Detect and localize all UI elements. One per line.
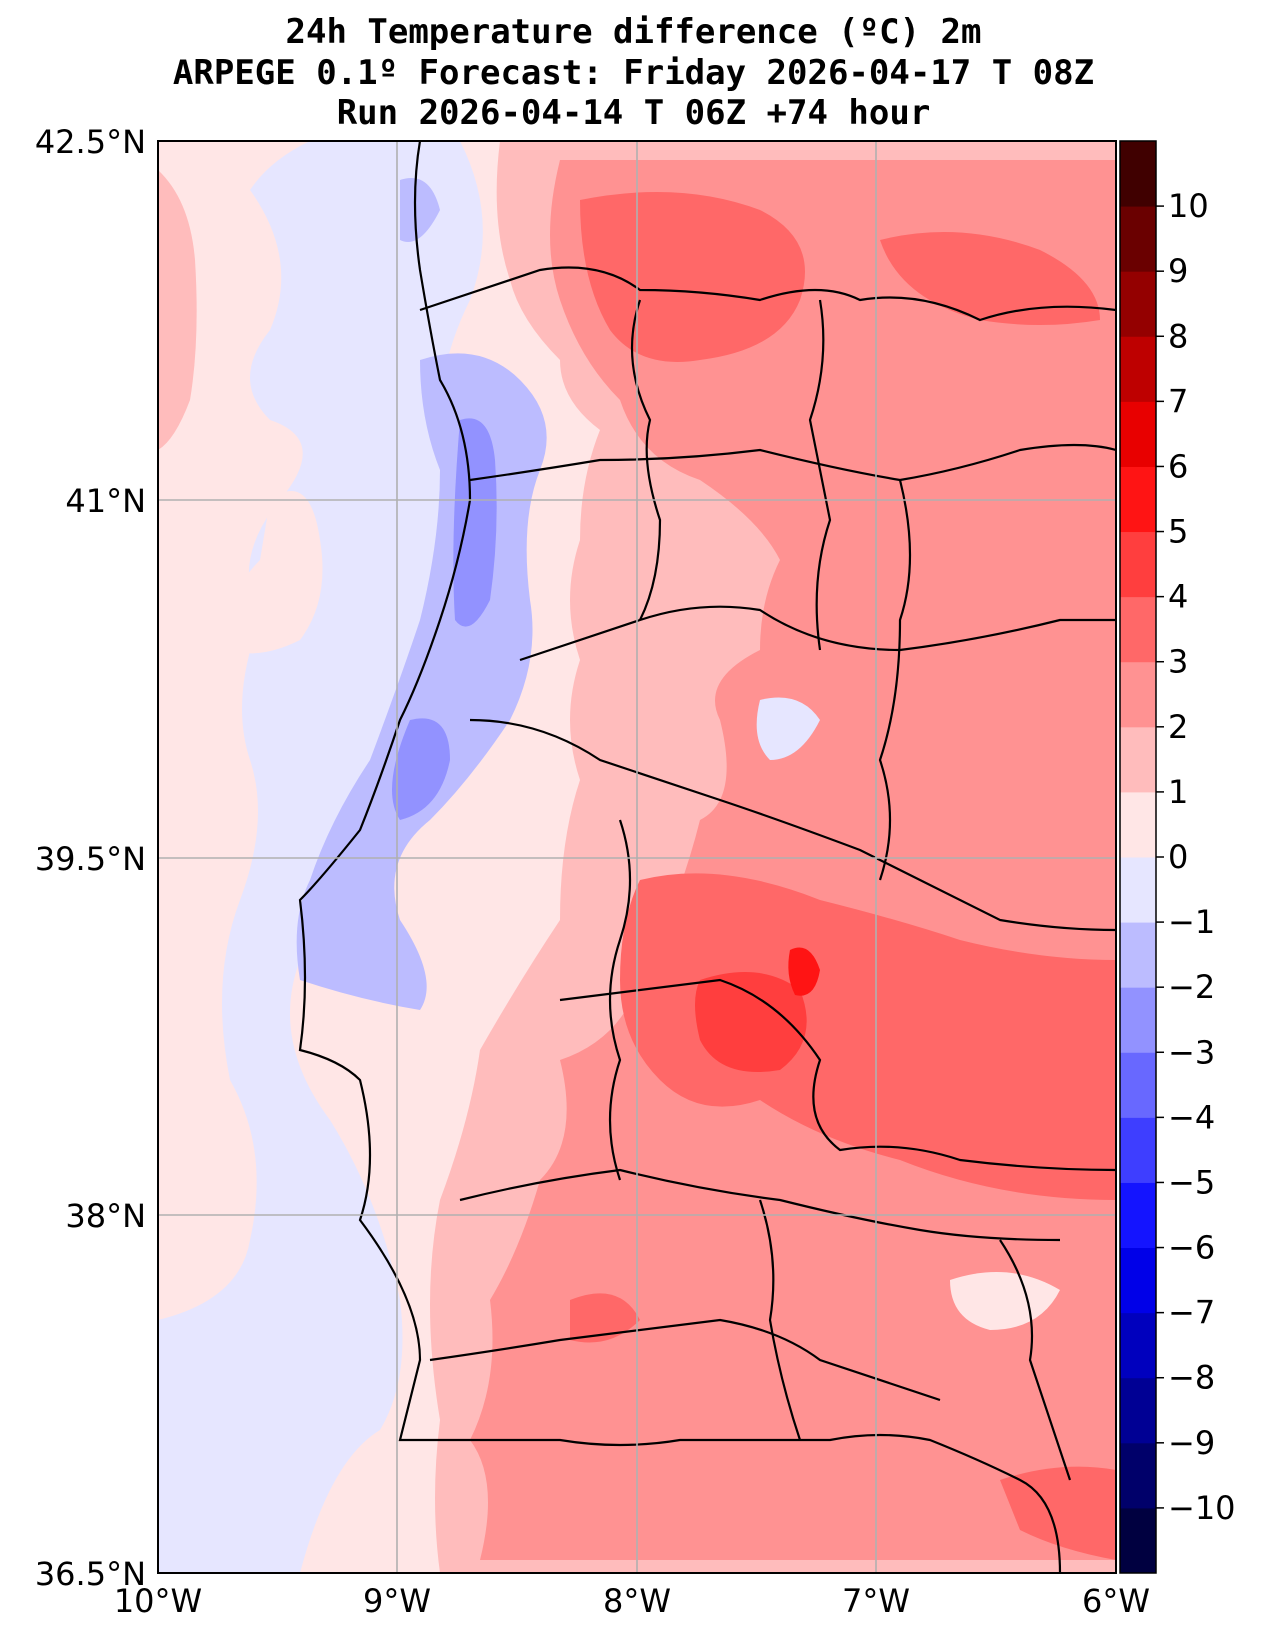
- field-pos-3c: [620, 873, 1116, 1200]
- lat-axis: 42.5°N 41°N 39.5°N 38°N 36.5°N: [35, 123, 146, 1593]
- colorbar-swatch: [1120, 1377, 1156, 1444]
- colorbar-swatch: [1120, 336, 1156, 402]
- lon-tick-7: 7°W: [842, 1582, 910, 1620]
- colorbar-swatch: [1120, 1507, 1156, 1574]
- colorbar-label: 10: [1168, 187, 1209, 225]
- colorbar-swatch: [1120, 271, 1156, 337]
- field-pos-2: [470, 160, 1116, 1560]
- title-line-3: Run 2026-04-14 T 06Z +74 hour: [336, 93, 931, 133]
- border-alentejo: [559, 978, 1116, 1172]
- colorbar-swatch: [1120, 922, 1156, 988]
- lon-tick-10: 10°W: [114, 1582, 202, 1620]
- lon-tick-8: 8°W: [603, 1582, 671, 1620]
- colorbar-label: 9: [1168, 252, 1188, 290]
- border-beira: [519, 605, 1116, 662]
- colorbar-swatch: [1120, 531, 1156, 598]
- colorbar-label: 4: [1168, 578, 1188, 616]
- colorbar-swatch: [1120, 1442, 1156, 1509]
- colorbar-swatch: [1120, 726, 1156, 793]
- colorbar-label: −9: [1168, 1424, 1215, 1462]
- colorbar-swatch: [1120, 466, 1156, 533]
- field-pos-3b: [880, 232, 1100, 325]
- border-spain-se: [999, 1239, 1072, 1481]
- colorbar-label: −2: [1168, 968, 1215, 1006]
- border-minho: [419, 266, 1116, 322]
- colorbar-label: 7: [1168, 382, 1188, 420]
- field-pos-3e: [1000, 1466, 1116, 1560]
- border-algarve: [429, 1318, 941, 1402]
- colorbar-label: −5: [1168, 1163, 1215, 1201]
- colorbar-label: −1: [1168, 903, 1215, 941]
- gridlines: [158, 141, 1116, 1573]
- colorbar-label: 5: [1168, 513, 1188, 551]
- colorbar-label: 2: [1168, 708, 1188, 746]
- colorbar-swatch: [1120, 1052, 1156, 1118]
- lat-tick-39.5: 39.5°N: [35, 840, 146, 878]
- field-west-pink-2: [158, 170, 197, 450]
- lat-tick-41: 41°N: [65, 482, 146, 520]
- colorbar-label: 8: [1168, 317, 1188, 355]
- colorbar-swatch: [1120, 791, 1156, 858]
- border-ns-2: [808, 299, 832, 651]
- field-neg-2b: [392, 718, 450, 820]
- lon-tick-6: 6°W: [1082, 1582, 1150, 1620]
- field-sea-pink: [228, 491, 323, 654]
- lat-tick-42.5: 42.5°N: [35, 123, 146, 161]
- colorbar-swatch: [1120, 141, 1156, 207]
- border-ns-1: [630, 299, 662, 621]
- lon-axis: 10°W 9°W 8°W 7°W 6°W: [114, 1582, 1150, 1620]
- border-ns-5: [758, 1199, 802, 1441]
- colorbar-swatch: [1120, 206, 1156, 272]
- lat-tick-38: 38°N: [65, 1197, 146, 1235]
- colorbar-label: −4: [1168, 1098, 1215, 1136]
- field-pos-3d: [570, 1293, 640, 1343]
- colorbar-label: −7: [1168, 1294, 1215, 1332]
- border-south: [459, 1168, 1061, 1242]
- lon-tick-9: 9°W: [363, 1582, 431, 1620]
- lat-tick-36.5: 36.5°N: [35, 1555, 146, 1593]
- colorbar-swatch: [1120, 1117, 1156, 1183]
- colorbar-swatch: [1120, 661, 1156, 728]
- border-centro: [469, 718, 1116, 932]
- colorbar-label: −8: [1168, 1359, 1215, 1397]
- colorbar-swatch: [1120, 1182, 1156, 1249]
- colorbar-swatch: [1120, 1312, 1156, 1379]
- colorbar-label: 0: [1168, 838, 1188, 876]
- border-douro: [469, 443, 1116, 482]
- colorbar-swatch: [1120, 596, 1156, 663]
- colorbar-label: 1: [1168, 773, 1188, 811]
- colorbar-label: −3: [1168, 1033, 1215, 1071]
- colorbar-label: −10: [1168, 1489, 1236, 1527]
- border-ns-4: [608, 819, 632, 1181]
- field-pos-5a: [788, 947, 820, 996]
- title-line-2: ARPEGE 0.1º Forecast: Friday 2026-04-17 …: [172, 53, 1095, 93]
- colorbar-label: 6: [1168, 447, 1188, 485]
- colorbar-swatch: [1120, 857, 1156, 923]
- colorbar-swatch: [1120, 987, 1156, 1053]
- field-neg-1a: [400, 178, 440, 242]
- colorbar-label: −6: [1168, 1229, 1215, 1267]
- colorbar-swatch: [1120, 1247, 1156, 1314]
- title-line-1: 24h Temperature difference (ºC) 2m: [285, 12, 982, 52]
- field-inland-light: [950, 1272, 1060, 1330]
- field-pos-4a: [695, 972, 807, 1072]
- field-neg-2a: [453, 418, 497, 627]
- border-ns-3: [878, 479, 912, 881]
- colorbar-swatch: [1120, 401, 1156, 467]
- field-inland-blue: [756, 697, 820, 760]
- colorbar-label: 3: [1168, 643, 1188, 681]
- map-frame: [157, 140, 1117, 1574]
